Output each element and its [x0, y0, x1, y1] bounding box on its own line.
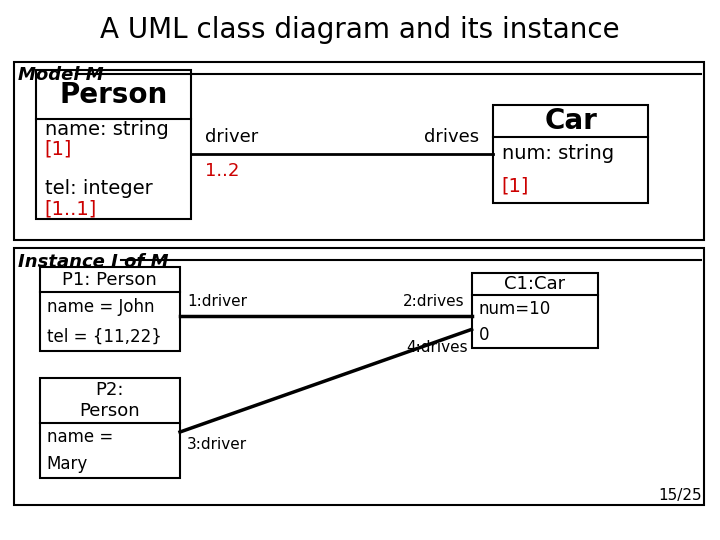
Text: name: string: name: string: [45, 120, 168, 139]
Text: Instance I of M: Instance I of M: [18, 253, 168, 271]
Bar: [493, 105, 648, 202]
Text: 15/25: 15/25: [658, 488, 702, 503]
Text: P1: Person: P1: Person: [63, 271, 157, 289]
Text: 1..2: 1..2: [205, 162, 240, 180]
Text: 4:drives: 4:drives: [406, 340, 468, 355]
Bar: [40, 378, 180, 478]
Text: drives: drives: [423, 128, 479, 146]
Text: [1]: [1]: [45, 139, 72, 159]
Text: [1..1]: [1..1]: [45, 199, 97, 218]
Text: Model M: Model M: [18, 66, 104, 84]
Text: name = John: name = John: [47, 298, 154, 316]
Text: 0: 0: [479, 326, 490, 344]
Bar: [14, 62, 704, 240]
Text: name =: name =: [47, 428, 113, 445]
Bar: [40, 267, 180, 351]
Text: Mary: Mary: [47, 455, 88, 473]
Text: C1:Car: C1:Car: [504, 275, 565, 293]
Text: P2:
Person: P2: Person: [79, 381, 140, 420]
Text: num: string: num: string: [502, 144, 614, 163]
Text: driver: driver: [205, 128, 258, 146]
Bar: [472, 273, 598, 348]
Text: A UML class diagram and its instance: A UML class diagram and its instance: [100, 16, 620, 44]
Bar: [14, 248, 704, 505]
Text: 3:driver: 3:driver: [187, 437, 248, 453]
Text: 2:drives: 2:drives: [402, 294, 464, 309]
Text: 1:driver: 1:driver: [187, 294, 247, 309]
Text: tel: integer: tel: integer: [45, 179, 153, 198]
Text: tel = {11,22}: tel = {11,22}: [47, 327, 162, 346]
Text: Person: Person: [59, 80, 168, 109]
Bar: [36, 70, 191, 219]
Text: [1]: [1]: [502, 177, 529, 195]
Text: Car: Car: [544, 107, 597, 136]
Text: num=10: num=10: [479, 300, 551, 318]
